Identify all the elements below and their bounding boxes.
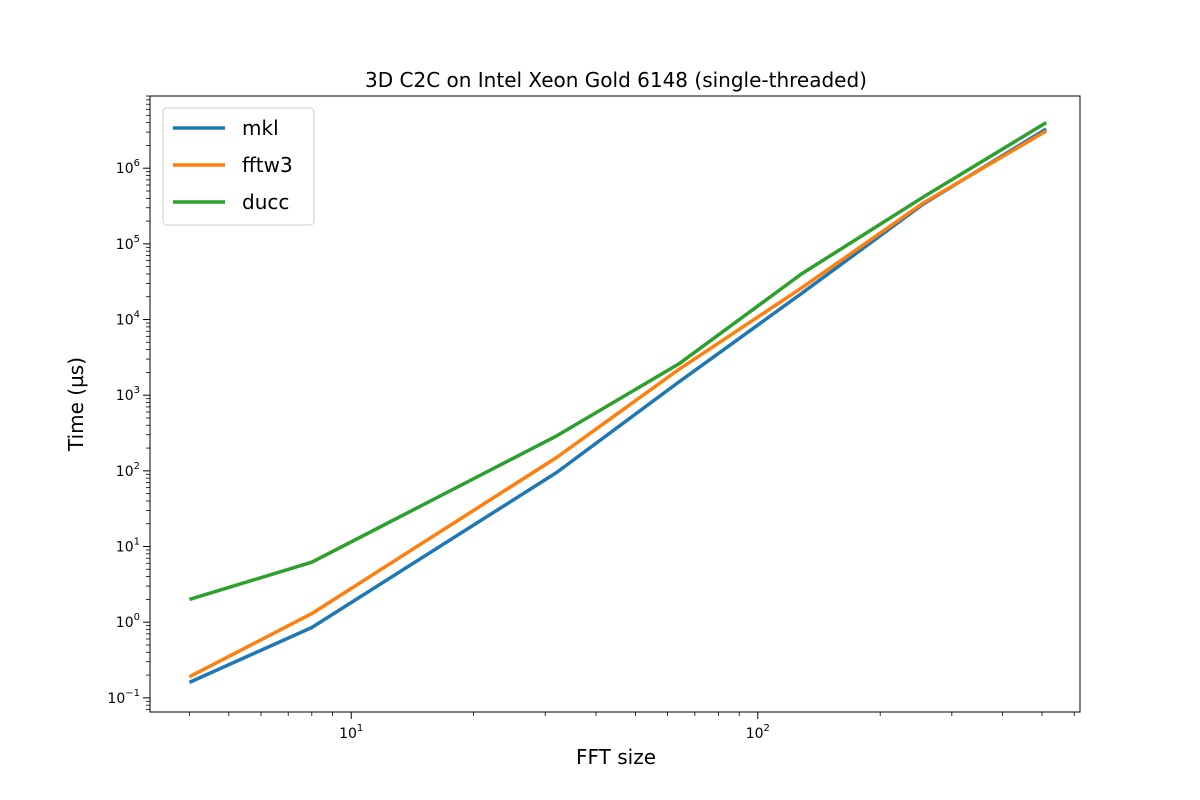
y-tick-label: 102 [116, 461, 140, 480]
series-line-ducc [188, 121, 1048, 602]
legend-label-mkl: mkl [242, 116, 279, 140]
x-tick-label: 101 [339, 723, 363, 742]
legend-label-ducc: ducc [242, 190, 289, 214]
chart-title: 3D C2C on Intel Xeon Gold 6148 (single-t… [365, 68, 867, 92]
y-tick-label: 106 [116, 158, 140, 177]
x-axis-label: FFT size [576, 745, 656, 769]
x-axis: 101 102 [189, 712, 1075, 742]
y-tick-label: 103 [116, 385, 140, 404]
y-tick-label: 10−1 [107, 688, 140, 707]
plot-frame [149, 95, 1081, 713]
series-line-fftw3 [188, 129, 1048, 679]
legend: mkl fftw3 ducc [162, 107, 315, 226]
x-tick-label: 102 [746, 723, 770, 742]
y-tick-label: 100 [116, 612, 140, 631]
plot-lines [188, 121, 1048, 684]
y-tick-label: 101 [116, 537, 140, 556]
y-axis: 10−1 100 101 102 103 104 105 106 [107, 95, 150, 710]
legend-box [162, 107, 315, 226]
y-axis-label: Time (µs) [64, 357, 88, 452]
y-tick-label: 105 [116, 234, 140, 253]
legend-label-fftw3: fftw3 [242, 153, 293, 177]
y-tick-label: 104 [116, 310, 140, 329]
